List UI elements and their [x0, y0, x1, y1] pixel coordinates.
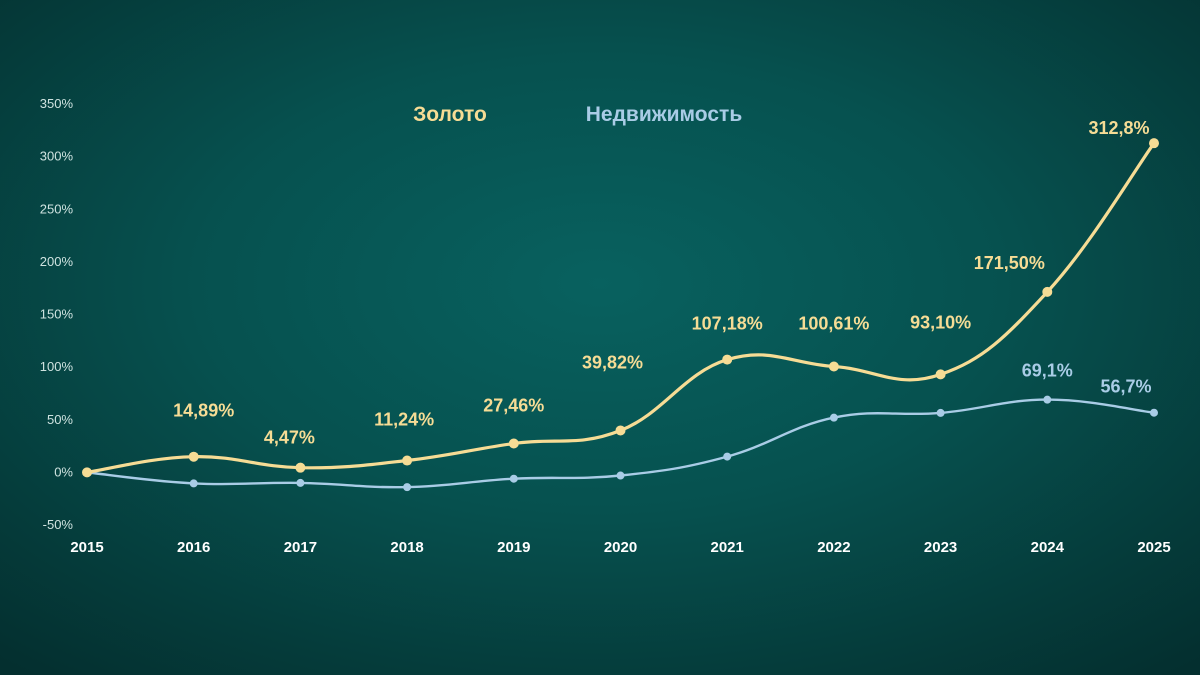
x-tick-label: 2016 — [177, 539, 210, 556]
data-label: 100,61% — [798, 313, 869, 333]
data-point — [936, 408, 945, 417]
y-tick-label: -50% — [43, 517, 74, 532]
y-tick-label: 150% — [40, 307, 74, 322]
legend-item: Золото — [413, 103, 487, 126]
legend: Золото Недвижимость — [413, 103, 742, 126]
y-tick-label: 200% — [40, 254, 74, 269]
series-line — [85, 141, 1156, 474]
data-point — [1149, 138, 1159, 149]
data-point — [828, 361, 839, 372]
y-tick-label: 350% — [40, 96, 74, 111]
x-tick-label: 2017 — [284, 539, 317, 556]
y-tick-label: 0% — [54, 464, 73, 479]
y-tick-label: 50% — [47, 412, 73, 427]
data-point — [189, 479, 198, 488]
data-label: 69,1% — [1022, 361, 1073, 381]
x-tick-label: 2023 — [924, 539, 957, 556]
data-point — [1043, 395, 1052, 404]
data-label: 39,82% — [582, 352, 643, 372]
data-point — [508, 438, 519, 449]
y-axis: -50% 0% 50% 100% 150% 200% 250% 300% 350% — [40, 96, 74, 532]
x-tick-label: 2020 — [604, 539, 637, 556]
x-tick-label: 2022 — [817, 539, 850, 556]
data-label: 14,89% — [173, 401, 234, 421]
data-label: 107,18% — [692, 314, 763, 334]
x-axis: 2015 2016 2017 2018 2019 2020 2021 2022 2023 2024… — [70, 539, 1170, 556]
data-point — [403, 483, 412, 492]
data-labels: 14,89% 4,47% 11,24% 27,46% 39,82% 107,18% 100,… — [173, 118, 1151, 448]
data-point — [935, 369, 946, 380]
data-point — [296, 478, 305, 487]
y-tick-label: 250% — [40, 201, 74, 216]
data-point — [723, 452, 732, 461]
data-point — [188, 451, 199, 462]
series-lines — [85, 141, 1156, 489]
x-tick-label: 2018 — [390, 539, 423, 556]
data-label: 4,47% — [264, 428, 315, 448]
data-point — [509, 474, 518, 483]
data-point — [616, 471, 625, 480]
data-point — [295, 462, 306, 473]
data-point — [1150, 408, 1158, 417]
x-tick-label: 2021 — [711, 539, 744, 556]
x-tick-label: 2015 — [70, 539, 103, 556]
data-point — [1042, 286, 1053, 297]
y-tick-label: 100% — [40, 359, 74, 374]
data-point — [829, 413, 838, 422]
y-tick-label: 300% — [40, 149, 74, 164]
data-label: 312,8% — [1088, 118, 1149, 138]
data-point — [722, 354, 733, 365]
x-tick-label: 2019 — [497, 539, 530, 556]
data-label: 11,24% — [374, 410, 434, 430]
data-label: 171,50% — [974, 253, 1045, 273]
series-points — [82, 138, 1159, 492]
x-tick-label: 2024 — [1031, 539, 1065, 556]
data-point — [615, 425, 626, 436]
legend-item: Недвижимость — [586, 103, 743, 126]
data-label: 27,46% — [483, 395, 544, 415]
x-tick-label: 2025 — [1137, 539, 1170, 556]
data-point — [82, 467, 92, 478]
data-label: 56,7% — [1100, 377, 1151, 397]
data-point — [402, 455, 413, 466]
data-label: 93,10% — [910, 312, 971, 332]
